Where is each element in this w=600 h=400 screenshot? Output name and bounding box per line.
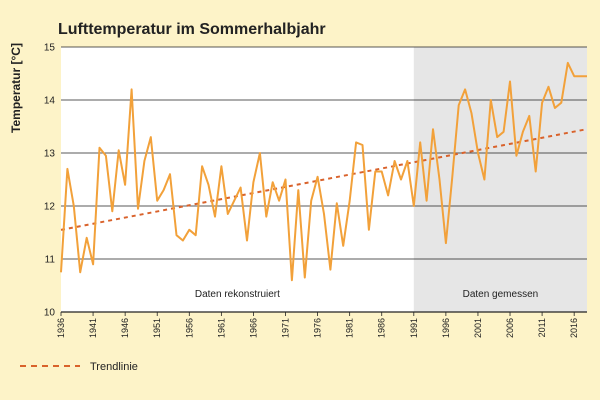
x-tick-label: 1986 [377, 318, 387, 338]
y-tick-label: 13 [44, 149, 56, 160]
trend-line [60, 128, 588, 231]
x-tick-label: 1996 [441, 318, 451, 338]
x-tick-label: 1961 [216, 318, 226, 338]
y-axis-label: Temperatur [°C] [9, 43, 23, 133]
y-tick-label: 12 [44, 202, 56, 213]
temperature-series-line [60, 61, 587, 282]
x-tick-label: 1941 [88, 318, 98, 338]
y-tick-label: 11 [45, 255, 56, 266]
gridlines [61, 46, 587, 313]
x-tick-label: 2016 [569, 318, 579, 338]
x-tick-label: 2011 [537, 318, 547, 337]
legend-trend-label: Trendlinie [90, 361, 138, 373]
x-tick-label: 1966 [248, 318, 258, 338]
x-tick-label: 1991 [409, 318, 419, 338]
x-tick-label: 2006 [505, 318, 515, 338]
x-tick-label: 1976 [313, 318, 323, 338]
x-tick-label: 1956 [184, 318, 194, 338]
measured-data-region [413, 47, 587, 312]
x-tick-label: 1946 [120, 318, 130, 338]
x-tick-labels: 1936 1941 1946 1951 1956 1961 1966 1971 1976 1981… [56, 312, 579, 338]
chart-title: Lufttemperatur im Sommerhalbjahr [58, 21, 326, 38]
x-tick-label: 2001 [473, 318, 483, 338]
x-tick-label: 1981 [345, 318, 355, 338]
y-tick-label: 14 [44, 96, 56, 107]
y-tick-labels: 15 14 13 12 11 10 [44, 43, 56, 319]
region-label-measured: Daten gemessen [463, 289, 539, 300]
x-tick-label: 1936 [56, 318, 66, 338]
y-tick-label: 10 [44, 308, 56, 319]
region-label-reconstructed: Daten rekonstruiert [195, 289, 280, 300]
y-tick-label: 15 [44, 43, 56, 54]
legend: Trendlinie [20, 361, 138, 373]
x-tick-label: 1951 [152, 318, 162, 338]
x-tick-label: 1971 [281, 318, 291, 338]
